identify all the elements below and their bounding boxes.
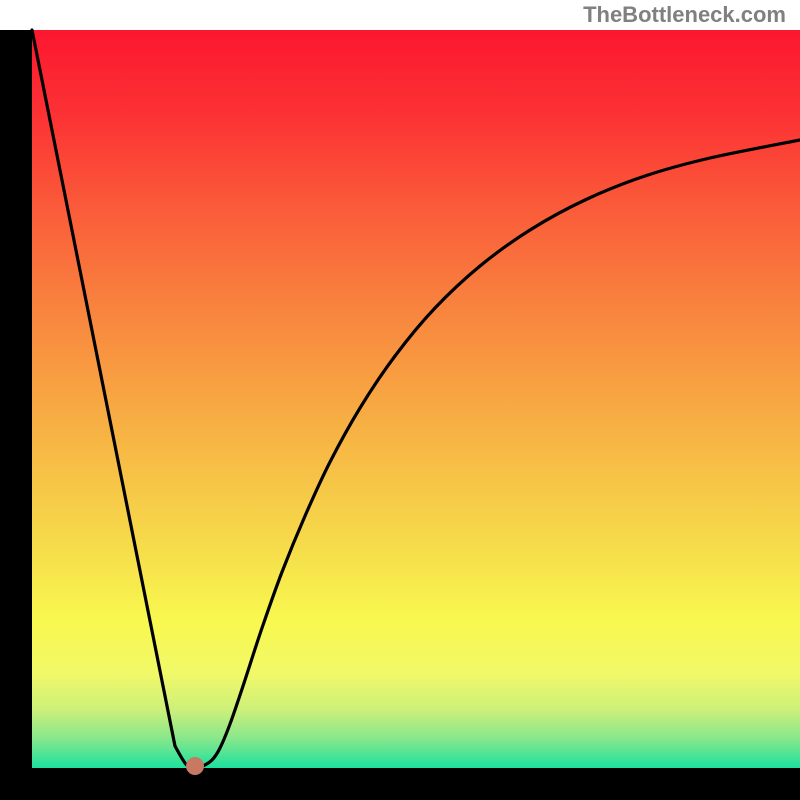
gradient-background: [32, 30, 800, 768]
optimal-marker: [186, 757, 204, 775]
plot-border-bottom: [0, 768, 800, 800]
chart-container: TheBottleneck.com: [0, 0, 800, 800]
attribution-label: TheBottleneck.com: [583, 2, 786, 28]
plot-border-left: [0, 30, 32, 800]
